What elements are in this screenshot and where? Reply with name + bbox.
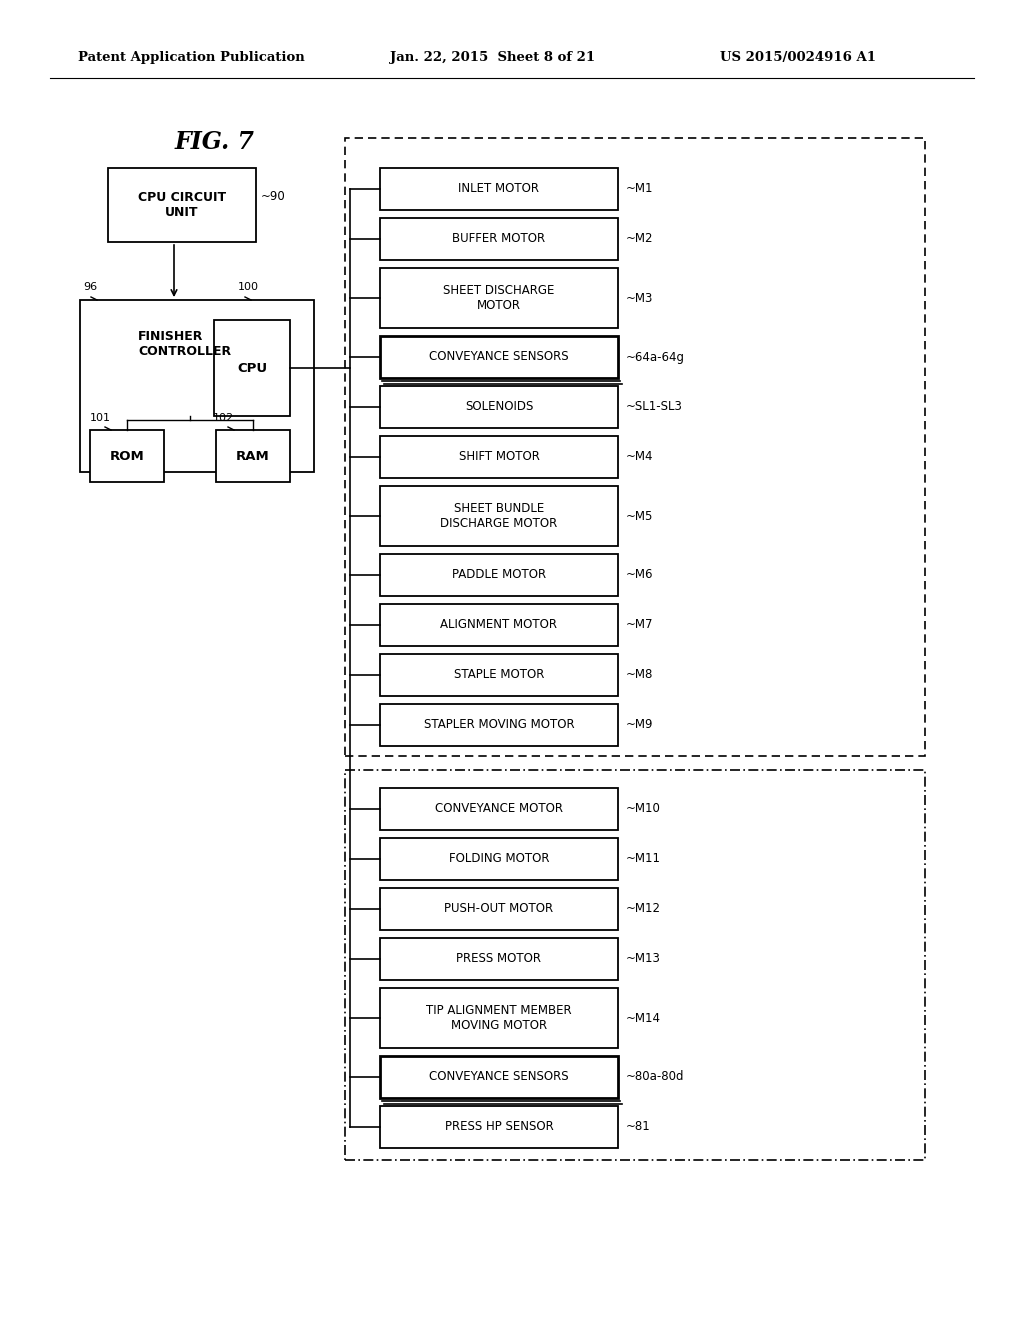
Text: ~64a-64g: ~64a-64g [626, 351, 685, 363]
Bar [380, 436, 618, 478]
Text: ~M12: ~M12 [626, 903, 662, 916]
Text: CONVEYANCE SENSORS: CONVEYANCE SENSORS [429, 1071, 568, 1084]
Bar [345, 770, 925, 1160]
Text: ~M5: ~M5 [626, 510, 653, 523]
Bar [380, 218, 618, 260]
Text: ~M10: ~M10 [626, 803, 660, 816]
Bar [380, 939, 618, 979]
Text: ~90: ~90 [261, 190, 286, 202]
Bar [380, 788, 618, 830]
Text: ~M1: ~M1 [626, 182, 653, 195]
Text: ~M4: ~M4 [626, 450, 653, 463]
Text: PRESS HP SENSOR: PRESS HP SENSOR [444, 1121, 553, 1134]
Text: 100: 100 [238, 282, 259, 292]
Text: ROM: ROM [110, 450, 144, 462]
Bar [380, 1056, 618, 1098]
Text: Patent Application Publication: Patent Application Publication [78, 50, 305, 63]
Text: ~M7: ~M7 [626, 619, 653, 631]
Text: ~M9: ~M9 [626, 718, 653, 731]
Text: FINISHER
CONTROLLER: FINISHER CONTROLLER [138, 330, 231, 358]
Bar [380, 987, 618, 1048]
Bar [380, 704, 618, 746]
Text: SHEET DISCHARGE
MOTOR: SHEET DISCHARGE MOTOR [443, 284, 555, 312]
Text: ~M13: ~M13 [626, 953, 660, 965]
Text: ~SL1-SL3: ~SL1-SL3 [626, 400, 683, 413]
Text: ~M3: ~M3 [626, 292, 653, 305]
Bar [90, 430, 164, 482]
Text: ~M14: ~M14 [626, 1011, 662, 1024]
Text: Jan. 22, 2015  Sheet 8 of 21: Jan. 22, 2015 Sheet 8 of 21 [390, 50, 595, 63]
Text: STAPLER MOVING MOTOR: STAPLER MOVING MOTOR [424, 718, 574, 731]
Text: TIP ALIGNMENT MEMBER
MOVING MOTOR: TIP ALIGNMENT MEMBER MOVING MOTOR [426, 1005, 571, 1032]
Text: ~81: ~81 [626, 1121, 650, 1134]
Bar [380, 486, 618, 546]
Bar [380, 268, 618, 327]
Text: ~80a-80d: ~80a-80d [626, 1071, 684, 1084]
Text: FIG. 7: FIG. 7 [175, 129, 255, 154]
Bar [380, 605, 618, 645]
Text: ALIGNMENT MOTOR: ALIGNMENT MOTOR [440, 619, 557, 631]
Text: CPU: CPU [237, 362, 267, 375]
Text: CONVEYANCE MOTOR: CONVEYANCE MOTOR [435, 803, 563, 816]
Text: SHEET BUNDLE
DISCHARGE MOTOR: SHEET BUNDLE DISCHARGE MOTOR [440, 502, 558, 531]
Bar [380, 653, 618, 696]
Bar [108, 168, 256, 242]
Bar [380, 838, 618, 880]
Text: RAM: RAM [237, 450, 270, 462]
Text: PUSH-OUT MOTOR: PUSH-OUT MOTOR [444, 903, 554, 916]
Text: BUFFER MOTOR: BUFFER MOTOR [453, 232, 546, 246]
Text: ~M2: ~M2 [626, 232, 653, 246]
Text: INLET MOTOR: INLET MOTOR [459, 182, 540, 195]
Bar [345, 139, 925, 756]
Bar [214, 319, 290, 416]
Text: SHIFT MOTOR: SHIFT MOTOR [459, 450, 540, 463]
Text: CPU CIRCUIT
UNIT: CPU CIRCUIT UNIT [138, 191, 226, 219]
Text: STAPLE MOTOR: STAPLE MOTOR [454, 668, 544, 681]
Bar [380, 168, 618, 210]
Bar [380, 337, 618, 378]
Text: CONVEYANCE SENSORS: CONVEYANCE SENSORS [429, 351, 568, 363]
Text: ~M11: ~M11 [626, 853, 662, 866]
Text: ~M8: ~M8 [626, 668, 653, 681]
Text: FOLDING MOTOR: FOLDING MOTOR [449, 853, 549, 866]
Bar [380, 888, 618, 931]
Bar [216, 430, 290, 482]
Text: US 2015/0024916 A1: US 2015/0024916 A1 [720, 50, 876, 63]
Bar [380, 554, 618, 597]
Text: 96: 96 [83, 282, 97, 292]
Text: PRESS MOTOR: PRESS MOTOR [457, 953, 542, 965]
Bar [380, 385, 618, 428]
Bar [80, 300, 314, 473]
Text: 101: 101 [90, 413, 111, 422]
Text: 102: 102 [213, 413, 234, 422]
Bar [380, 1106, 618, 1148]
Text: SOLENOIDS: SOLENOIDS [465, 400, 534, 413]
Text: PADDLE MOTOR: PADDLE MOTOR [452, 569, 546, 582]
Text: ~M6: ~M6 [626, 569, 653, 582]
